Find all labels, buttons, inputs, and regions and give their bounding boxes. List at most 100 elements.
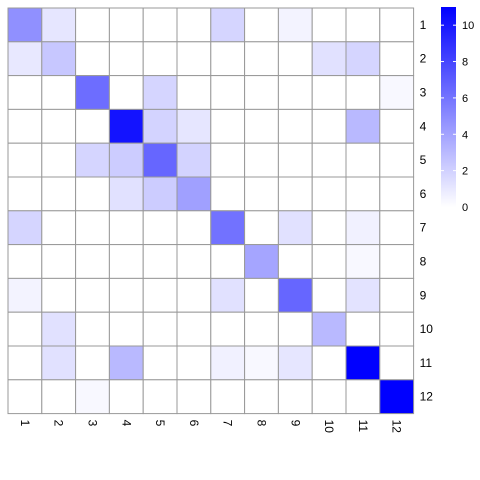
heatmap-cell-r9-c2 (41, 277, 77, 313)
heatmap-cell-r12-c8 (244, 379, 279, 415)
heatmap-cell-r6-c7 (210, 176, 246, 212)
heatmap-cell-r3-c6 (176, 75, 212, 110)
row-label: 3 (420, 86, 427, 100)
heatmap-cell-r11-c12 (379, 345, 415, 381)
heatmap-cell-r4-c10 (311, 108, 347, 144)
row-label: 6 (420, 187, 427, 201)
heatmap-cell-r4-c12 (379, 108, 415, 144)
heatmap-cell-r11-c2 (41, 345, 77, 381)
heatmap-cell-r8-c10 (311, 244, 347, 279)
heatmap-cell-r3-c8 (244, 75, 279, 110)
heatmap-cell-r1-c4 (108, 7, 144, 43)
heatmap-cell-r12-c4 (108, 379, 144, 415)
heatmap-cell-r2-c10 (311, 41, 347, 77)
heatmap-cell-r6-c2 (41, 176, 77, 212)
heatmap-cell-r3-c1 (7, 75, 43, 110)
heatmap-cell-r8-c2 (41, 244, 77, 279)
heatmap-cell-r11-c7 (210, 345, 246, 381)
heatmap-cell-r1-c10 (311, 7, 347, 43)
heatmap-cell-r3-c9 (277, 75, 313, 110)
heatmap-cell-r3-c5 (142, 75, 178, 110)
row-label: 1 (420, 18, 427, 32)
heatmap-cell-r4-c4 (108, 108, 144, 144)
heatmap-cell-r6-c5 (142, 176, 178, 212)
heatmap-cell-r8-c12 (379, 244, 415, 279)
column-label: 8 (255, 420, 269, 427)
heatmap-cell-r9-c3 (75, 277, 110, 313)
heatmap-cell-r12-c2 (41, 379, 77, 415)
heatmap-cell-r2-c6 (176, 41, 212, 77)
row-label: 10 (420, 322, 434, 336)
heatmap-cell-r10-c4 (108, 311, 144, 347)
heatmap-cell-r9-c8 (244, 277, 279, 313)
heatmap-cell-r5-c7 (210, 142, 246, 178)
heatmap-cell-r6-c4 (108, 176, 144, 212)
heatmap-cell-r1-c3 (75, 7, 110, 43)
heatmap-cell-r11-c3 (75, 345, 110, 381)
heatmap-cell-r5-c6 (176, 142, 212, 178)
row-label: 9 (420, 288, 427, 302)
heatmap-cell-r9-c10 (311, 277, 347, 313)
heatmap-cell-r2-c5 (142, 41, 178, 77)
heatmap-cell-r7-c12 (379, 210, 415, 246)
heatmap-cell-r12-c3 (75, 379, 110, 415)
heatmap-cell-r6-c3 (75, 176, 110, 212)
heatmap-cell-r5-c11 (345, 142, 381, 178)
heatmap-cell-r1-c8 (244, 7, 279, 43)
legend-tick-label: 2 (462, 166, 468, 178)
heatmap-cell-r11-c10 (311, 345, 347, 381)
heatmap-cell-r2-c1 (7, 41, 43, 77)
heatmap-cell-r2-c9 (277, 41, 313, 77)
heatmap-cell-r5-c12 (379, 142, 415, 178)
heatmap-cell-r7-c3 (75, 210, 110, 246)
heatmap-cell-r12-c5 (142, 379, 178, 415)
heatmap-cell-r1-c11 (345, 7, 381, 43)
heatmap-cell-r9-c12 (379, 277, 415, 313)
heatmap-cell-r10-c12 (379, 311, 415, 347)
color-legend: 0 2 4 6 8 10 (441, 7, 474, 214)
row-label: 5 (420, 153, 427, 167)
heatmap-cell-r5-c10 (311, 142, 347, 178)
heatmap-cell-r8-c11 (345, 244, 381, 279)
heatmap-cell-r8-c4 (108, 244, 144, 279)
heatmap-cell-r3-c10 (311, 75, 347, 110)
column-label: 4 (119, 420, 133, 427)
heatmap-cell-r2-c3 (75, 41, 110, 77)
heatmap-cell-r4-c5 (142, 108, 178, 144)
heatmap-cell-r6-c6 (176, 176, 212, 212)
heatmap-cell-r10-c6 (176, 311, 212, 347)
column-labels: 1 2 3 4 5 6 7 8 9 10 11 12 (18, 420, 404, 434)
heatmap-cell-r12-c9 (277, 379, 313, 415)
column-label: 5 (153, 420, 167, 427)
heatmap-cell-r9-c1 (7, 277, 43, 313)
legend-tick-label: 0 (462, 202, 468, 214)
heatmap-cell-r3-c12 (379, 75, 415, 110)
heatmap-cell-r8-c5 (142, 244, 178, 279)
heatmap-cell-r12-c12 (379, 379, 415, 415)
row-label: 4 (420, 119, 427, 133)
heatmap-cell-r10-c3 (75, 311, 110, 347)
heatmap-cell-r2-c2 (41, 41, 77, 77)
heatmap-cell-r10-c8 (244, 311, 279, 347)
heatmap-cell-r9-c7 (210, 277, 246, 313)
heatmap-cell-r5-c3 (75, 142, 110, 178)
heatmap-cell-r11-c9 (277, 345, 313, 381)
heatmap-cell-r10-c9 (277, 311, 313, 347)
column-label: 7 (221, 420, 235, 427)
heatmap-cell-r5-c8 (244, 142, 279, 178)
heatmap-cell-r4-c3 (75, 108, 110, 144)
heatmap-cell-r7-c5 (142, 210, 178, 246)
heatmap-cell-r3-c3 (75, 75, 110, 110)
column-label: 12 (390, 420, 404, 434)
heatmap-cell-r1-c5 (142, 7, 178, 43)
column-label: 9 (288, 420, 302, 427)
heatmap-cell-r1-c1 (7, 7, 43, 43)
heatmap-cell-r10-c2 (41, 311, 77, 347)
legend-tick-label: 8 (462, 57, 468, 69)
heatmap-cell-r10-c7 (210, 311, 246, 347)
heatmap-cells (7, 7, 415, 415)
column-label: 11 (356, 420, 370, 433)
heatmap-cell-r9-c9 (277, 277, 313, 313)
